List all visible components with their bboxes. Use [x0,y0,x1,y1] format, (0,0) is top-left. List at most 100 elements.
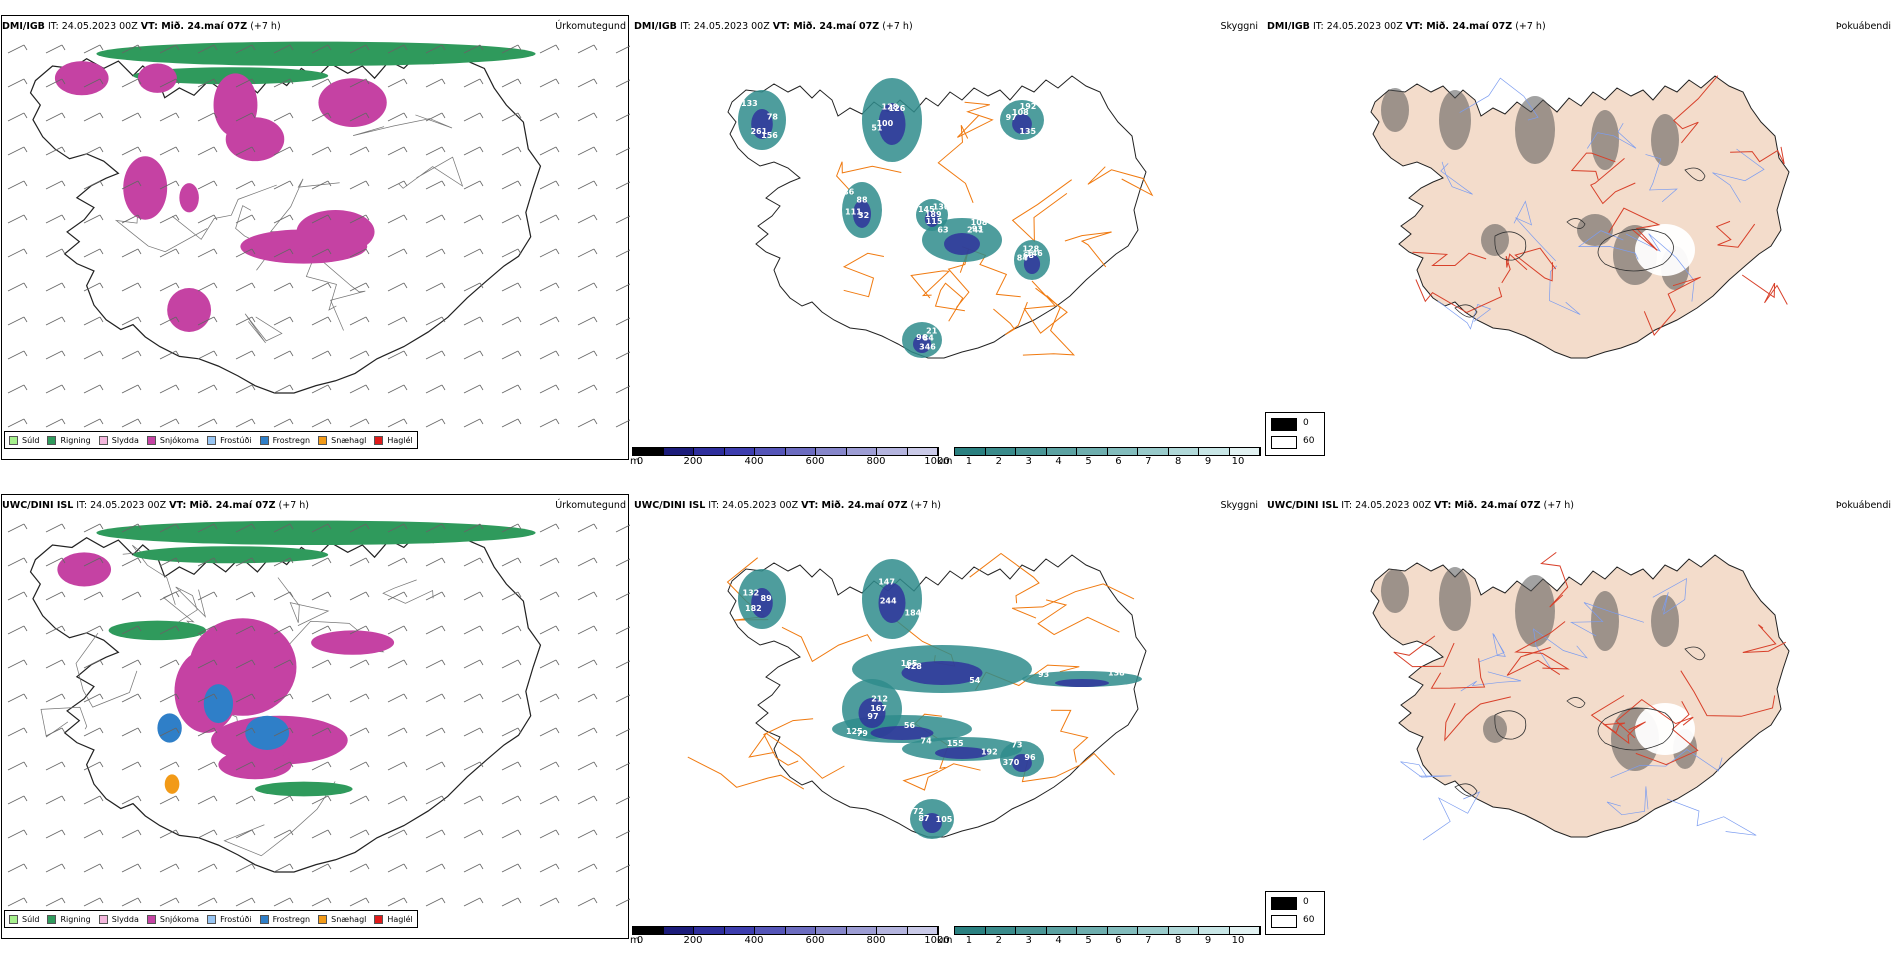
colorbar-tick: 3 [1025,935,1032,946]
init-time: IT: 24.05.2023 00Z [1309,21,1406,32]
valid-time-label: VT: [1434,500,1452,511]
visibility-bar [954,447,1261,456]
model-name: UWC/DINI ISL [634,500,706,511]
legend-swatch-low [1271,915,1297,928]
ceiling-height-label: 155 [947,739,964,748]
legend-swatch [9,914,18,924]
fog-area [1591,110,1619,170]
fog-area [1651,114,1679,166]
init-time: IT: 24.05.2023 00Z [1338,500,1435,511]
precip-type-legend: Súld Rigning Slydda Snjókoma Frostúði Frostre… [4,431,418,449]
parameter-name: Þokuábendi [1835,500,1891,511]
colorbar-segment [724,927,755,934]
colorbar-tick: 200 [683,456,703,467]
ceiling-height-label: 167 [870,704,887,713]
ceiling-height-label: 100 [876,119,893,128]
init-time: IT: 24.05.2023 00Z [676,21,773,32]
visibility-ceiling-panel: UWC/DINI ISL IT: 24.05.2023 00Z VT: Mið.… [630,494,1262,964]
colorbar-segment [955,927,986,934]
colorbar-tick: 7 [1145,456,1152,467]
fog-map [1370,551,1790,841]
colorbar-segment [1046,448,1077,455]
fog-index-legend: 0 60 [1265,412,1325,456]
ceiling-height-label: 97 [1006,113,1017,122]
colorbar-tick: 9 [1204,456,1212,467]
ceiling-height-label: 89 [761,594,773,603]
panel-title: DMI/IGB IT: 24.05.2023 00Z VT: Mið. 24.m… [2,21,281,32]
colorbar-segment [877,448,908,455]
colorbar-tick: 4 [1055,456,1062,467]
low-ceiling-area [1012,754,1032,772]
ceiling-height-label: 244 [880,596,897,605]
wind-barbs [7,523,630,907]
ceiling-height-label: 156 [761,131,778,140]
colorbar-segment [1077,448,1108,455]
valid-time-label: VT: [772,21,790,32]
precip-map [7,520,630,907]
low-ceiling-area [924,211,940,227]
colorbar-tick: 1000 [924,456,950,467]
rain-area [108,620,207,641]
legend-label: Slydda [111,435,139,445]
legend-swatch [374,435,384,445]
colorbar-tick: 6 [1115,456,1122,467]
glacier-outline [1454,304,1478,318]
legend-item: Rigning [47,435,91,445]
clear-area [1635,703,1695,755]
legend-label: Haglél [387,914,413,924]
colorbar-segment [785,927,816,934]
legend-label-low: 60 [1303,915,1315,925]
legend-swatch [318,914,328,924]
colorbar-segment [633,927,664,934]
ceiling-height-label: 184 [905,609,922,618]
rain-area [133,546,329,564]
visibility-map: 133 126 135 86 130 108 146 96 78 51 97 32 189 93 128 34… [727,75,1154,359]
legend-label: Rigning [60,435,91,445]
colorbar-segment [663,448,694,455]
legend-swatch [259,914,269,924]
ceiling-height-label: 370 [1003,758,1020,767]
lead-time: (+7 h) [1540,500,1575,511]
colorbar-tick: 10 [1231,456,1245,467]
colorbar-segment [1168,448,1199,455]
snow-area [311,630,395,655]
ceiling-height-label: 428 [905,662,922,671]
colorbar-segment [1138,448,1169,455]
ceiling-height-label: 130 [933,203,950,212]
colorbar-tick: 5 [1085,456,1092,467]
valid-time: Mið. 24.maí 07Z [186,500,276,511]
colorbar-segment [846,927,877,934]
colorbar-segment [1016,927,1047,934]
colorbar-ticks: 1 2 3 4 5 6 7 8 9 10 [954,456,1259,468]
ceiling-height-label: 192 [1020,102,1037,111]
legend-label: Haglél [387,435,413,445]
model-name: DMI/IGB [634,21,677,32]
low-ceiling-area [878,583,906,623]
ceiling-height-label: 241 [967,226,984,235]
colorbar-tick: 400 [744,456,764,467]
colorbar-segment [633,448,664,455]
legend-item: Snæhagl [318,435,366,445]
precip-map [7,41,630,428]
colorbar-tick: 1 [965,456,973,467]
low-ceiling-area [751,588,773,618]
panel-title: DMI/IGB IT: 24.05.2023 00Z VT: Mið. 24.m… [1267,21,1546,32]
ceiling-height-label: 346 [919,342,936,351]
ceiling-height-label: 21 [926,326,938,335]
valid-time-label: VT: [140,21,158,32]
legend-label-high: 0 [1303,897,1309,907]
colorbar-segment [1016,448,1047,455]
snow-area [179,183,199,213]
colorbar-segment [1107,448,1138,455]
colorbar-tick: 5 [1085,935,1092,946]
colorbar-segment [907,448,938,455]
snow-area [54,61,109,96]
ceiling-height-label: 93 [1038,670,1049,679]
colorbar-tick: 200 [683,935,703,946]
colorbar-segment [877,927,908,934]
colorbar-segment [1199,927,1230,934]
colorbar-segment [816,927,847,934]
ceiling-height-label: 212 [871,695,888,704]
ceiling-height-label: 63 [937,225,948,234]
legend-item: Snjókoma [146,914,199,924]
